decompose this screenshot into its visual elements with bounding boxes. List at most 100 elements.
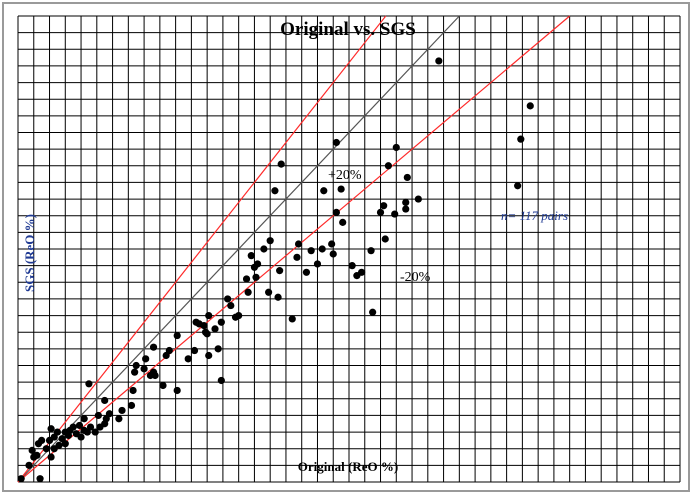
data-point xyxy=(381,235,389,243)
data-point xyxy=(159,381,167,390)
data-point xyxy=(55,441,63,449)
data-point xyxy=(200,321,208,330)
data-point xyxy=(328,240,336,248)
data-point xyxy=(77,433,85,441)
data-point xyxy=(42,445,50,453)
data-point xyxy=(36,475,44,483)
data-point xyxy=(265,288,273,296)
data-point xyxy=(247,252,255,260)
data-point xyxy=(190,346,199,355)
data-point xyxy=(115,415,123,423)
data-point xyxy=(214,345,222,353)
data-point xyxy=(391,210,399,218)
data-point xyxy=(288,315,296,323)
data-point xyxy=(244,288,252,296)
data-point xyxy=(173,331,181,340)
data-point xyxy=(101,396,109,405)
data-point xyxy=(392,143,400,152)
data-point xyxy=(358,268,366,276)
data-point xyxy=(271,187,279,195)
data-point xyxy=(384,162,393,170)
data-point xyxy=(132,361,140,370)
x-axis-label: Original (ReO %) xyxy=(298,459,398,474)
data-point xyxy=(61,440,69,448)
data-point xyxy=(307,247,315,255)
data-point xyxy=(276,267,284,275)
data-point xyxy=(367,247,375,255)
data-point xyxy=(86,423,95,431)
data-point xyxy=(17,475,25,483)
data-point xyxy=(332,208,340,216)
reference-lines xyxy=(17,15,571,483)
data-point xyxy=(266,237,274,245)
data-point xyxy=(47,453,55,461)
data-point xyxy=(376,208,385,216)
data-point xyxy=(329,250,337,258)
data-point xyxy=(403,173,411,182)
data-point xyxy=(253,260,262,268)
data-point xyxy=(94,411,102,420)
data-point xyxy=(211,325,219,333)
data-point xyxy=(127,401,136,410)
data-point xyxy=(402,205,410,213)
data-point xyxy=(332,138,340,147)
data-point xyxy=(47,425,55,433)
data-point xyxy=(102,415,110,423)
n-pairs-label: n= 117 pairs xyxy=(501,208,568,223)
data-point xyxy=(75,421,84,430)
data-point xyxy=(205,351,213,360)
figure-border xyxy=(2,2,690,492)
data-point xyxy=(118,406,126,415)
data-point xyxy=(369,308,377,316)
data-point xyxy=(294,240,303,248)
data-point xyxy=(514,182,522,190)
data-point xyxy=(38,436,46,444)
data-point xyxy=(91,428,99,436)
data-point xyxy=(435,57,443,65)
data-point xyxy=(526,102,534,110)
data-point xyxy=(173,386,181,395)
reference-line-11 xyxy=(17,15,460,483)
data-point xyxy=(80,415,88,423)
data-point xyxy=(414,195,422,203)
data-point xyxy=(402,198,410,206)
reference-line-20 xyxy=(17,15,571,483)
data-point xyxy=(25,461,33,469)
data-point xyxy=(224,295,232,303)
plus-20-label: +20% xyxy=(328,168,362,183)
data-point xyxy=(149,343,158,351)
data-point xyxy=(53,428,62,436)
data-point xyxy=(129,386,137,395)
data-point xyxy=(33,451,41,459)
data-point xyxy=(339,218,347,226)
data-point xyxy=(242,275,251,283)
data-point xyxy=(131,368,139,376)
data-point xyxy=(142,355,150,363)
data-point xyxy=(337,185,345,193)
data-point xyxy=(203,330,211,338)
data-point xyxy=(274,293,282,301)
data-point xyxy=(380,202,388,210)
data-point xyxy=(318,245,326,253)
data-point xyxy=(252,273,260,281)
data-point xyxy=(217,318,225,326)
data-point xyxy=(184,355,192,363)
reference-line-20 xyxy=(17,15,387,483)
data-point xyxy=(165,346,173,355)
data-point xyxy=(320,187,328,195)
chart-title: Original vs. SGS xyxy=(280,19,416,40)
data-point xyxy=(85,380,93,388)
data-point xyxy=(69,423,77,431)
data-point xyxy=(260,245,268,253)
data-point xyxy=(293,253,301,261)
data-point xyxy=(217,376,225,385)
data-point xyxy=(28,446,36,454)
data-point xyxy=(151,371,159,380)
y-axis-label: SGS (ReO %) xyxy=(22,214,37,292)
data-point xyxy=(140,365,148,373)
data-point xyxy=(227,301,235,310)
data-point xyxy=(348,262,356,270)
data-point xyxy=(64,431,73,439)
minus-20-label: -20% xyxy=(400,270,431,285)
